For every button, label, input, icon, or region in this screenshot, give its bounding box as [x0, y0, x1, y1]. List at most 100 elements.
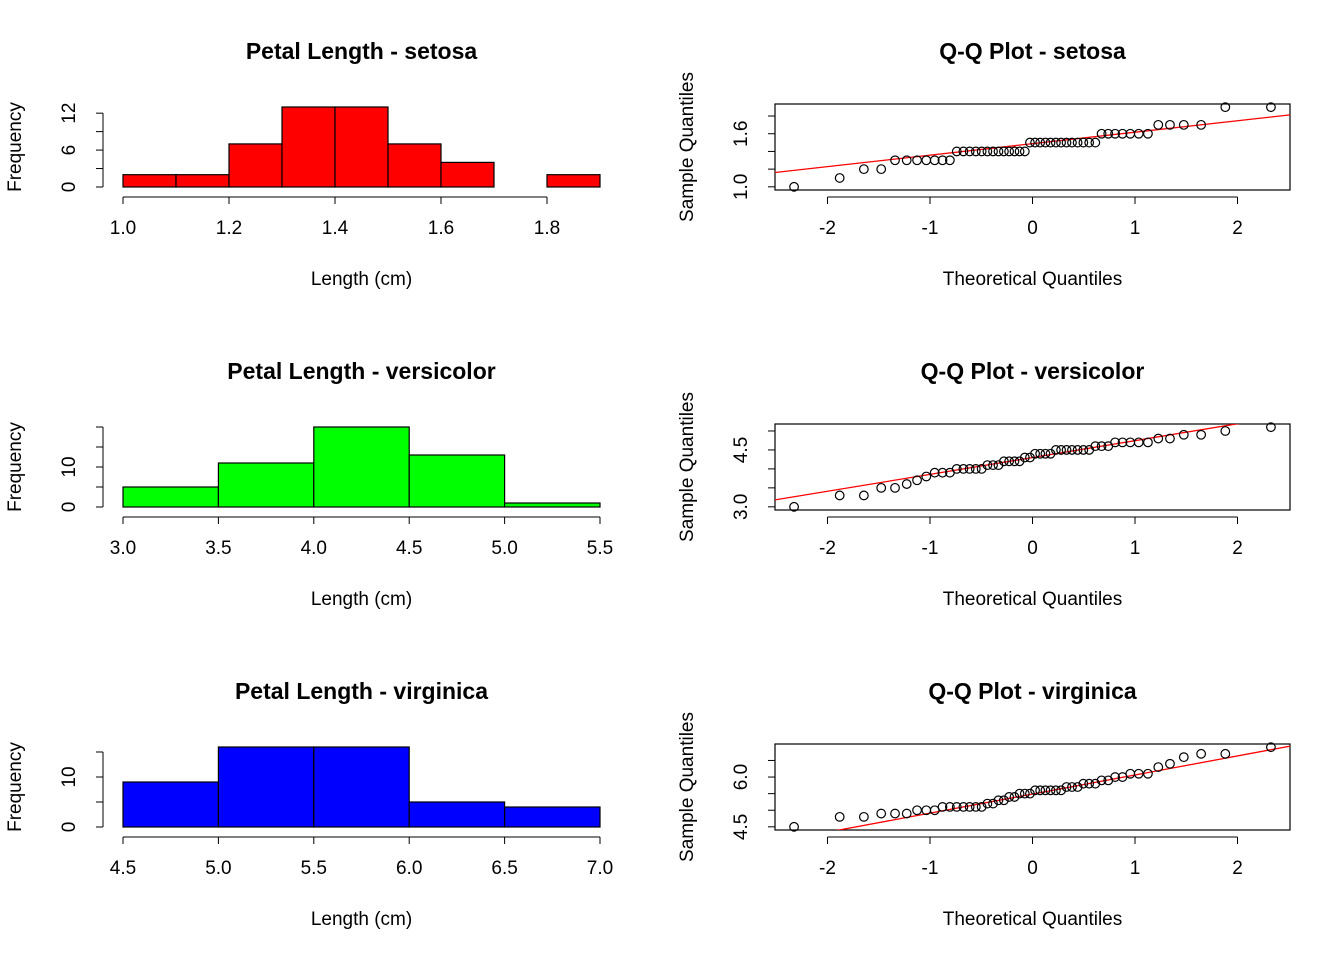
point [1050, 785, 1061, 796]
point [921, 471, 932, 482]
point [912, 475, 922, 486]
point [1014, 788, 1025, 799]
point [1078, 778, 1089, 789]
bar [175, 174, 230, 188]
point [958, 146, 969, 157]
bar [440, 161, 495, 188]
point [1040, 785, 1051, 796]
point [1090, 778, 1101, 789]
point [1165, 119, 1175, 130]
bar [408, 454, 506, 508]
y-tick-label: 3.0 [731, 494, 752, 520]
point [1056, 785, 1066, 796]
point [1096, 128, 1107, 139]
point [929, 467, 940, 478]
point [1061, 445, 1072, 455]
point [982, 460, 993, 471]
point [1009, 146, 1020, 157]
plot-box [774, 423, 1291, 511]
point [1178, 119, 1189, 130]
y-axis-label: Sample Quantiles [677, 712, 698, 862]
plot-box [774, 743, 1291, 831]
point [1030, 137, 1040, 148]
y-tick-label: 0 [59, 822, 80, 833]
panel-title: Petal Length - virginica [235, 678, 488, 704]
point [1067, 445, 1077, 455]
x-tick-label: 4.5 [110, 858, 136, 879]
point [1110, 437, 1121, 448]
point [970, 463, 981, 474]
point [1165, 758, 1175, 769]
point [1056, 137, 1066, 148]
point [834, 173, 845, 183]
point [937, 467, 948, 478]
point [970, 146, 981, 157]
bar [313, 426, 410, 508]
y-tick-label: 12 [59, 103, 80, 124]
x-tick-label: 5.5 [587, 538, 613, 559]
point [901, 479, 912, 489]
x-tick-label: -2 [819, 218, 836, 239]
point [1019, 788, 1030, 799]
point [1004, 792, 1015, 802]
point [988, 146, 998, 157]
point [1067, 782, 1077, 792]
point [1196, 748, 1207, 759]
bar [281, 106, 336, 188]
point [1009, 792, 1020, 802]
point [1125, 768, 1136, 779]
bar [504, 502, 601, 508]
x-tick-label: 5.5 [301, 858, 327, 879]
point [1045, 785, 1056, 796]
point [858, 490, 869, 501]
point [1096, 775, 1107, 786]
point [789, 501, 799, 512]
bar [334, 106, 389, 188]
point [1050, 445, 1061, 455]
point [901, 808, 912, 819]
x-axis-label: Theoretical Quantiles [943, 269, 1123, 290]
x-tick-label: 2 [1232, 218, 1243, 239]
point [1040, 448, 1051, 459]
point [1084, 445, 1095, 455]
x-tick-label: 3.0 [110, 538, 136, 559]
point [901, 155, 912, 166]
point [1004, 456, 1015, 467]
bar [122, 781, 220, 828]
bar [228, 143, 283, 188]
y-tick-label: 6.0 [731, 764, 752, 790]
point [1050, 137, 1061, 148]
point [1133, 128, 1144, 139]
point [789, 821, 799, 832]
point [1266, 422, 1276, 433]
bar [122, 486, 220, 508]
point [890, 482, 900, 493]
point [958, 463, 969, 474]
bar [546, 174, 601, 188]
y-tick-label: 0 [59, 502, 80, 513]
y-axis-label: Frequency [5, 102, 26, 192]
point [890, 155, 900, 166]
panel-title: Petal Length - setosa [246, 38, 478, 64]
point [937, 155, 948, 166]
y-axis-label: Sample Quantiles [677, 392, 698, 542]
point [912, 155, 922, 166]
point [876, 808, 887, 819]
point [1084, 778, 1095, 789]
point [1035, 448, 1046, 459]
x-tick-label: 1 [1130, 858, 1141, 879]
plot-box [774, 103, 1291, 191]
point [1266, 102, 1276, 113]
bar [217, 746, 315, 828]
x-tick-label: 1.0 [110, 218, 136, 239]
point [976, 146, 987, 157]
qq-line [775, 114, 1290, 174]
point [858, 811, 869, 822]
x-tick-label: 6.5 [491, 858, 517, 879]
y-tick-label: 1.0 [731, 174, 752, 200]
x-tick-label: -2 [819, 538, 836, 559]
point [1045, 137, 1056, 148]
point [1035, 785, 1046, 796]
